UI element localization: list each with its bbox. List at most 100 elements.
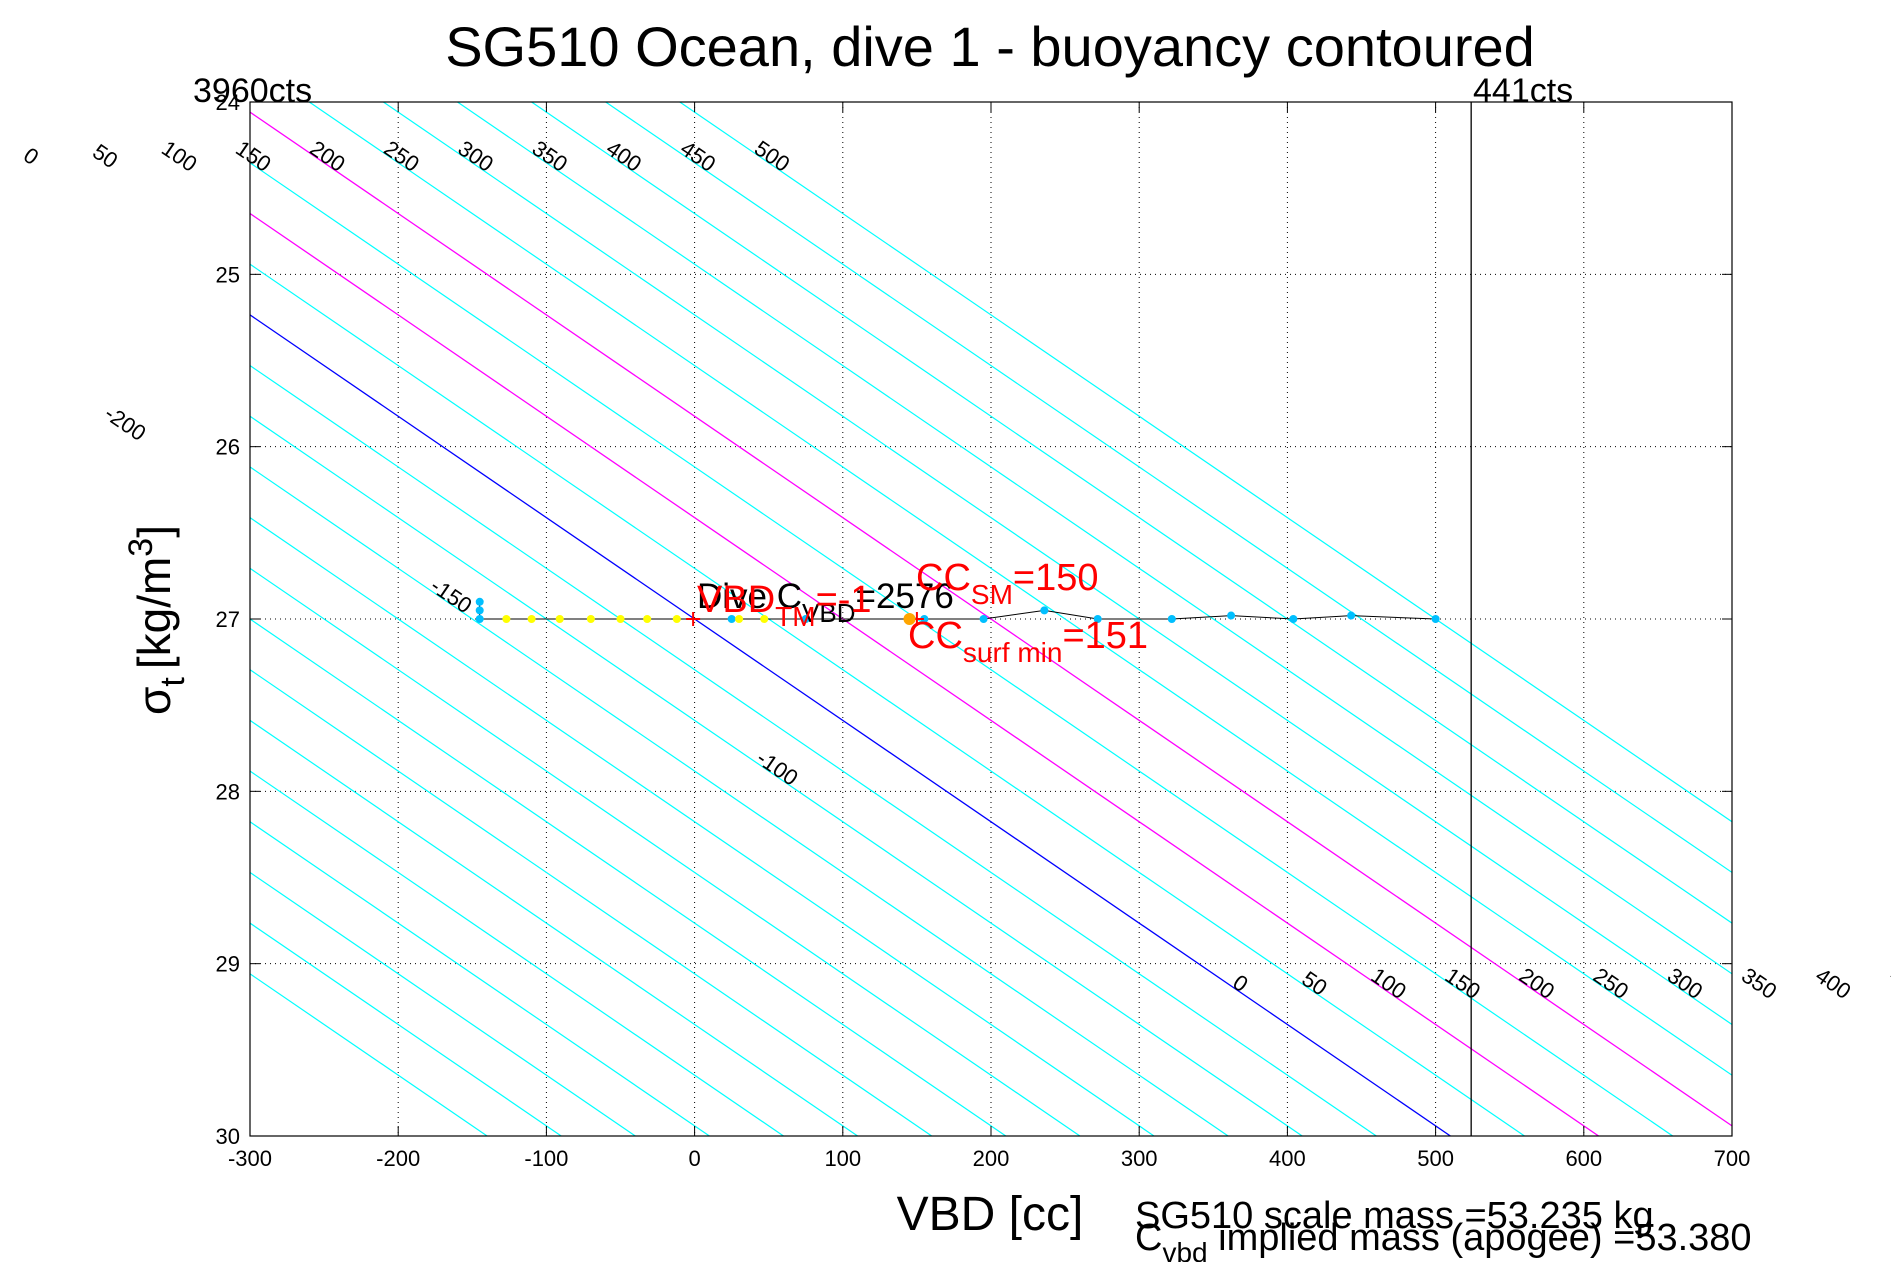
c-vbd-value: =2576	[856, 577, 954, 616]
vbd-tm-sub: TM	[775, 601, 815, 632]
contour-line	[250, 618, 1007, 1136]
vbd-tm-value: =-1	[816, 579, 872, 621]
contour-line	[605, 102, 1732, 874]
contour-label: 250	[379, 135, 423, 176]
dive-point	[1227, 611, 1236, 620]
contour-line	[250, 922, 562, 1136]
counts-right-label: 441cts	[1473, 72, 1573, 110]
x-axis-label: VBD [cc]	[897, 1188, 1084, 1241]
dive-point	[475, 615, 484, 623]
dive-point	[979, 615, 988, 623]
contour-label: 300	[1663, 963, 1707, 1004]
cc-surf-main: CC	[908, 615, 963, 657]
climb-point	[672, 615, 681, 623]
axis-ticks: -300 -200 -100 0 100 200 300 400 500 600 700242526…	[216, 90, 1751, 1171]
contour-line	[250, 770, 784, 1136]
grid	[250, 102, 1732, 1136]
contour-label: 200	[305, 135, 349, 176]
data-points	[475, 597, 1440, 626]
y-axis-sub: t	[154, 677, 192, 687]
y-tick-label: 29	[216, 952, 240, 977]
x-tick-label: 500	[1417, 1146, 1454, 1171]
implied-mass-sub: vbd	[1162, 1237, 1207, 1262]
dive-point	[1347, 611, 1356, 620]
contour-label: 200	[1515, 963, 1559, 1004]
x-tick-label: 100	[824, 1146, 861, 1171]
cc-sm-main: CC	[916, 557, 971, 599]
x-tick-label: -100	[524, 1146, 568, 1171]
contour-line	[250, 111, 1732, 1127]
y-tick-label: 30	[216, 1124, 240, 1149]
contour-label: 150	[1441, 963, 1485, 1004]
y-axis-label: σt [kg/m3]	[122, 525, 192, 715]
cc-sm-value: =150	[1013, 557, 1099, 599]
contour-label: 100	[157, 135, 201, 176]
vbd-tm-main: VBD	[697, 579, 775, 621]
cc-surf-value: =151	[1062, 615, 1148, 657]
climb-point	[555, 615, 564, 623]
contour-line	[308, 102, 1732, 1076]
contour-label: 0	[19, 142, 43, 170]
implied-mass-text: Cvbd implied mass (apogee) =53.380	[1135, 1217, 1752, 1262]
dive-point	[1289, 615, 1298, 623]
contour-line	[250, 973, 488, 1136]
climb-point	[502, 615, 511, 623]
dive-point	[1093, 615, 1102, 623]
counts-left-label: 3960cts	[193, 72, 312, 110]
cc-surf-sub: surf min	[963, 637, 1063, 668]
cc-surf-annotation: CCsurf min=151	[908, 615, 1148, 668]
cc-sm-annotation: CCSM=150	[916, 557, 1098, 610]
y-tick-label: 28	[216, 779, 240, 804]
contour-label: 500	[750, 135, 794, 176]
chart-title: SG510 Ocean, dive 1 - buoyancy contoured	[445, 15, 1535, 78]
climb-point	[643, 615, 652, 623]
cc-sm-sub: SM	[971, 579, 1013, 610]
contour-line	[250, 871, 636, 1136]
vbd-tm-annotation: VBDTM=-1	[697, 579, 872, 632]
x-tick-label: -300	[228, 1146, 272, 1171]
c-vbd-sub: VBD	[802, 598, 855, 628]
climb-point	[527, 615, 536, 623]
x-tick-label: 200	[973, 1146, 1010, 1171]
climb-point	[760, 615, 769, 623]
dive-point	[920, 615, 929, 623]
x-tick-label: 600	[1565, 1146, 1602, 1171]
contour-line	[250, 567, 1081, 1136]
contour-label: -200	[100, 400, 150, 446]
contour-label: 450	[676, 135, 720, 176]
dive-point	[801, 615, 810, 623]
implied-mass-value: implied mass (apogee) =53.380	[1208, 1217, 1752, 1259]
contour-label: -100	[752, 745, 802, 791]
c-vbd-main: Dive C	[697, 577, 802, 616]
x-tick-label: -200	[376, 1146, 420, 1171]
contour-label: 150	[231, 135, 275, 176]
contour-label: 450	[1885, 963, 1891, 1004]
dive-point	[1431, 615, 1440, 623]
contour-label: 50	[88, 139, 122, 173]
y-tick-label: 27	[216, 607, 240, 632]
dive-point	[475, 606, 484, 615]
climb-point	[586, 615, 595, 623]
contour-line	[250, 516, 1155, 1136]
contour-label: 100	[1366, 963, 1410, 1004]
c-vbd-annotation: Dive CVBD=2576	[697, 577, 954, 628]
contour-line	[250, 466, 1229, 1136]
dive-point	[727, 615, 736, 623]
y-axis-sigma: σ	[128, 687, 180, 715]
y-tick-label: 26	[216, 435, 240, 460]
contour-line	[457, 102, 1732, 975]
contour-label: 0	[1228, 970, 1252, 998]
dive-point	[475, 597, 484, 606]
x-tick-label: 0	[688, 1146, 700, 1171]
climb-point	[735, 615, 744, 623]
scale-mass-text: SG510 scale mass =53.235 kg	[1135, 1195, 1654, 1237]
y-axis-sup: 3	[122, 538, 160, 557]
x-tick-label: 300	[1121, 1146, 1158, 1171]
contour-label: -150	[426, 573, 476, 619]
contour-label: 50	[1297, 966, 1331, 1000]
y-tick-label: 25	[216, 262, 240, 287]
contour-label: 350	[1737, 963, 1781, 1004]
y-axis-units: [kg/m	[128, 557, 180, 669]
implied-mass-main: C	[1135, 1217, 1162, 1259]
